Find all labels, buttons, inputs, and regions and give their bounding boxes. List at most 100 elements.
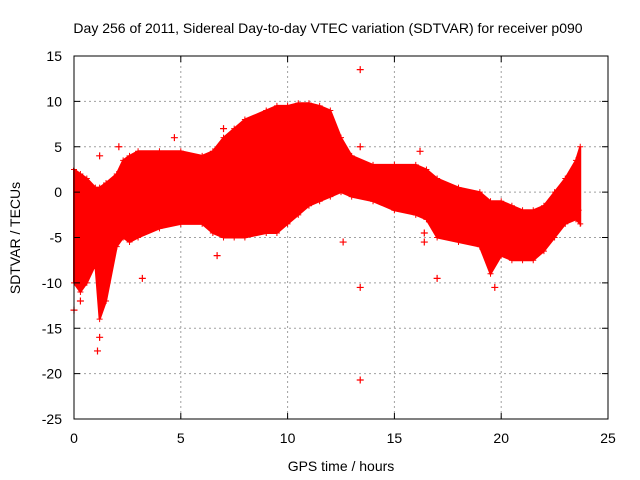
edge-marker [177,148,184,155]
y-tick-label: -5 [50,230,63,246]
edge-marker [231,125,238,132]
data-point [96,152,104,160]
edge-marker [455,239,462,246]
edge-marker [103,180,110,187]
y-tick-label: -10 [42,275,62,291]
chart-title: Day 256 of 2011, Sidereal Day-to-day VTE… [73,20,582,36]
edge-marker [508,257,515,264]
edge-marker [540,202,547,209]
edge-marker [327,107,334,114]
edge-marker [273,229,280,236]
edge-marker [96,184,103,191]
data-point [170,134,178,142]
edge-marker [391,207,398,214]
edge-marker [113,243,120,250]
edge-marker [120,157,127,164]
edge-marker [348,152,355,159]
edge-marker [220,134,227,141]
edge-marker [391,161,398,168]
edge-marker [316,102,323,109]
edge-marker [126,239,133,246]
edge-marker [562,175,569,182]
edge-marker [455,184,462,191]
data-point [356,283,364,291]
edge-marker [92,261,99,268]
edge-marker [220,234,227,241]
data-point [93,347,101,355]
x-tick-label: 25 [600,430,616,446]
y-tick-label: 0 [54,184,62,200]
axis-ticks: 0 5 10 15 20 25 -25 -20 -15 -10 -5 0 5 10 15 [42,48,616,446]
edge-marker [120,234,127,241]
edge-marker [83,279,90,286]
edge-marker [423,166,430,173]
data-point [504,206,512,214]
edge-marker [96,316,103,323]
edge-marker [273,102,280,109]
edge-marker [295,100,302,107]
edge-marker [338,189,344,196]
edge-marker [530,257,537,264]
edge-marker [572,157,579,164]
edge-marker [77,170,84,177]
x-tick-label: 15 [387,430,403,446]
edge-marker [156,225,163,232]
edge-marker [199,152,206,159]
x-tick-label: 20 [493,430,509,446]
data-point [115,143,123,151]
edge-marker [327,193,334,200]
edge-marker [498,198,505,205]
edge-marker [551,234,558,241]
edge-marker [572,216,579,223]
data-point [433,274,441,282]
edge-marker [519,257,526,264]
edge-marker [231,234,238,241]
edge-marker [577,220,584,227]
edge-marker [316,198,323,205]
data-point [356,66,364,74]
edge-marker [519,207,526,214]
edge-marker [241,116,248,123]
data-point [574,206,582,214]
edge-marker [241,234,248,241]
edge-marker [434,234,441,241]
data-point [76,297,84,305]
data-point [356,143,364,151]
x-axis-label: GPS time / hours [288,458,395,474]
edge-marker [487,270,494,277]
edge-marker [370,161,377,168]
data-point [420,229,428,237]
edge-marker [77,288,84,295]
edge-marker [338,134,344,141]
edge-marker [540,248,547,255]
y-tick-label: -20 [42,366,62,382]
x-tick-label: 0 [70,430,78,446]
edge-marker [156,148,163,155]
edge-marker [295,211,302,218]
edge-marker [498,252,505,259]
edge-marker [348,193,355,200]
edge-marker [177,220,184,227]
edge-marker [412,161,419,168]
data-point [339,238,347,246]
edge-marker [508,202,515,209]
data-point [96,333,104,341]
edge-marker [476,243,483,250]
edge-marker [284,102,291,109]
edge-marker [135,234,142,241]
edge-marker [530,207,537,214]
data-band [73,102,582,320]
edge-marker [476,189,483,196]
data-layer [70,66,584,384]
data-point [491,283,499,291]
edge-marker [487,198,494,205]
data-point [220,125,228,133]
y-tick-label: -25 [42,411,62,427]
data-point [553,220,561,228]
x-tick-label: 10 [280,430,296,446]
edge-marker [199,220,206,227]
edge-marker [423,216,430,223]
edge-marker [412,211,419,218]
y-tick-label: 15 [46,48,62,64]
